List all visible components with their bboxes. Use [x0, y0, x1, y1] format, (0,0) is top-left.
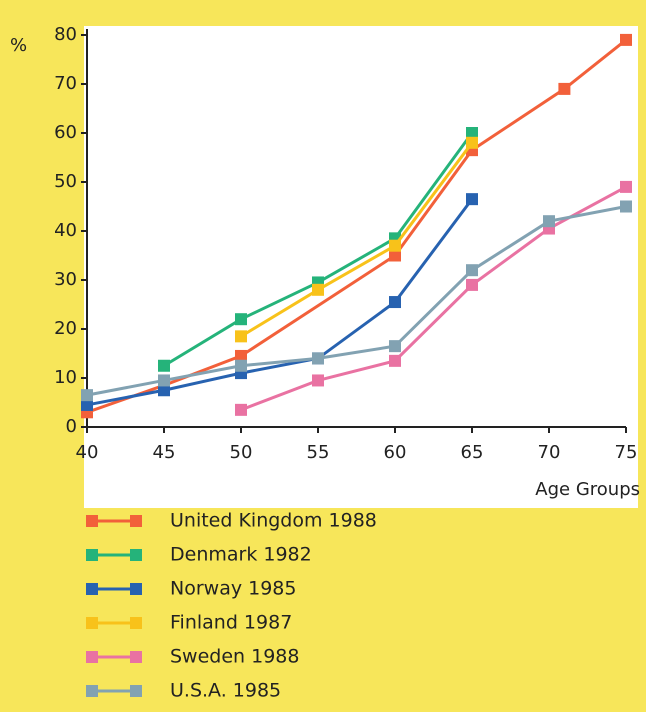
y-tick-label: 80: [54, 24, 77, 45]
legend-marker: [86, 617, 98, 629]
series-line: [86, 205, 627, 397]
series-line: [240, 185, 627, 412]
data-point: [466, 193, 478, 206]
legend-marker: [86, 685, 98, 697]
data-point: [235, 403, 247, 416]
x-axis-label: Age Groups: [535, 479, 640, 500]
legend-marker: [86, 583, 98, 595]
data-point: [620, 33, 632, 46]
legend-marker: [130, 617, 142, 629]
legend-text: United Kingdom 1988: [170, 510, 377, 532]
data-point: [158, 384, 170, 397]
data-point: [543, 215, 555, 228]
series-line: [86, 198, 474, 407]
x-tick-label: 40: [76, 442, 99, 463]
data-point: [235, 349, 247, 362]
x-tick-label: 50: [230, 442, 253, 463]
data-point: [235, 313, 247, 326]
data-point: [312, 374, 324, 387]
y-tick-label: 30: [54, 269, 77, 290]
x-tick-label: 70: [538, 442, 561, 463]
legend-text: Sweden 1988: [170, 646, 299, 668]
data-point: [235, 330, 247, 343]
legend-marker: [86, 549, 98, 561]
y-tick-label: 70: [54, 73, 77, 94]
legend-text: U.S.A. 1985: [170, 680, 281, 702]
data-point: [389, 249, 401, 262]
data-point: [312, 283, 324, 296]
legend-marker: [130, 651, 142, 663]
data-point: [389, 354, 401, 367]
series-line: [240, 141, 474, 338]
x-tick-label: 45: [153, 442, 176, 463]
data-point: [81, 398, 93, 411]
plot-background: [84, 26, 638, 508]
y-tick-label: 50: [54, 171, 77, 192]
data-point: [466, 127, 478, 139]
x-tick-label: 55: [307, 442, 330, 463]
y-tick-label: 40: [54, 220, 77, 241]
data-point: [158, 374, 170, 387]
data-point: [235, 359, 247, 372]
data-point: [466, 264, 478, 277]
legend-marker: [86, 515, 98, 527]
legend-marker: [130, 515, 142, 527]
legend-text: Norway 1985: [170, 578, 296, 600]
legend-marker: [130, 685, 142, 697]
data-point: [312, 352, 324, 365]
x-tick-label: 65: [461, 442, 484, 463]
data-point: [558, 82, 571, 95]
data-point: [158, 359, 170, 372]
legend-marker: [130, 583, 142, 595]
x-tick-label: 75: [615, 442, 638, 463]
legend-marker: [130, 549, 142, 561]
data-point: [620, 180, 632, 193]
y-tick-label: 60: [54, 122, 77, 143]
y-tick-label: 20: [54, 318, 77, 339]
legend-marker: [86, 651, 98, 663]
legend-text: Denmark 1982: [170, 544, 312, 566]
y-tick-label: 10: [54, 367, 77, 388]
data-point: [620, 200, 632, 213]
y-axis-label: %: [10, 35, 27, 56]
data-point: [466, 278, 478, 291]
data-point: [466, 136, 478, 149]
data-point: [389, 296, 401, 309]
data-point: [81, 389, 93, 402]
x-tick-label: 60: [384, 442, 407, 463]
data-point: [389, 239, 401, 252]
legend-text: Finland 1987: [170, 612, 292, 634]
y-tick-label: 0: [66, 416, 77, 437]
data-point: [389, 340, 401, 353]
